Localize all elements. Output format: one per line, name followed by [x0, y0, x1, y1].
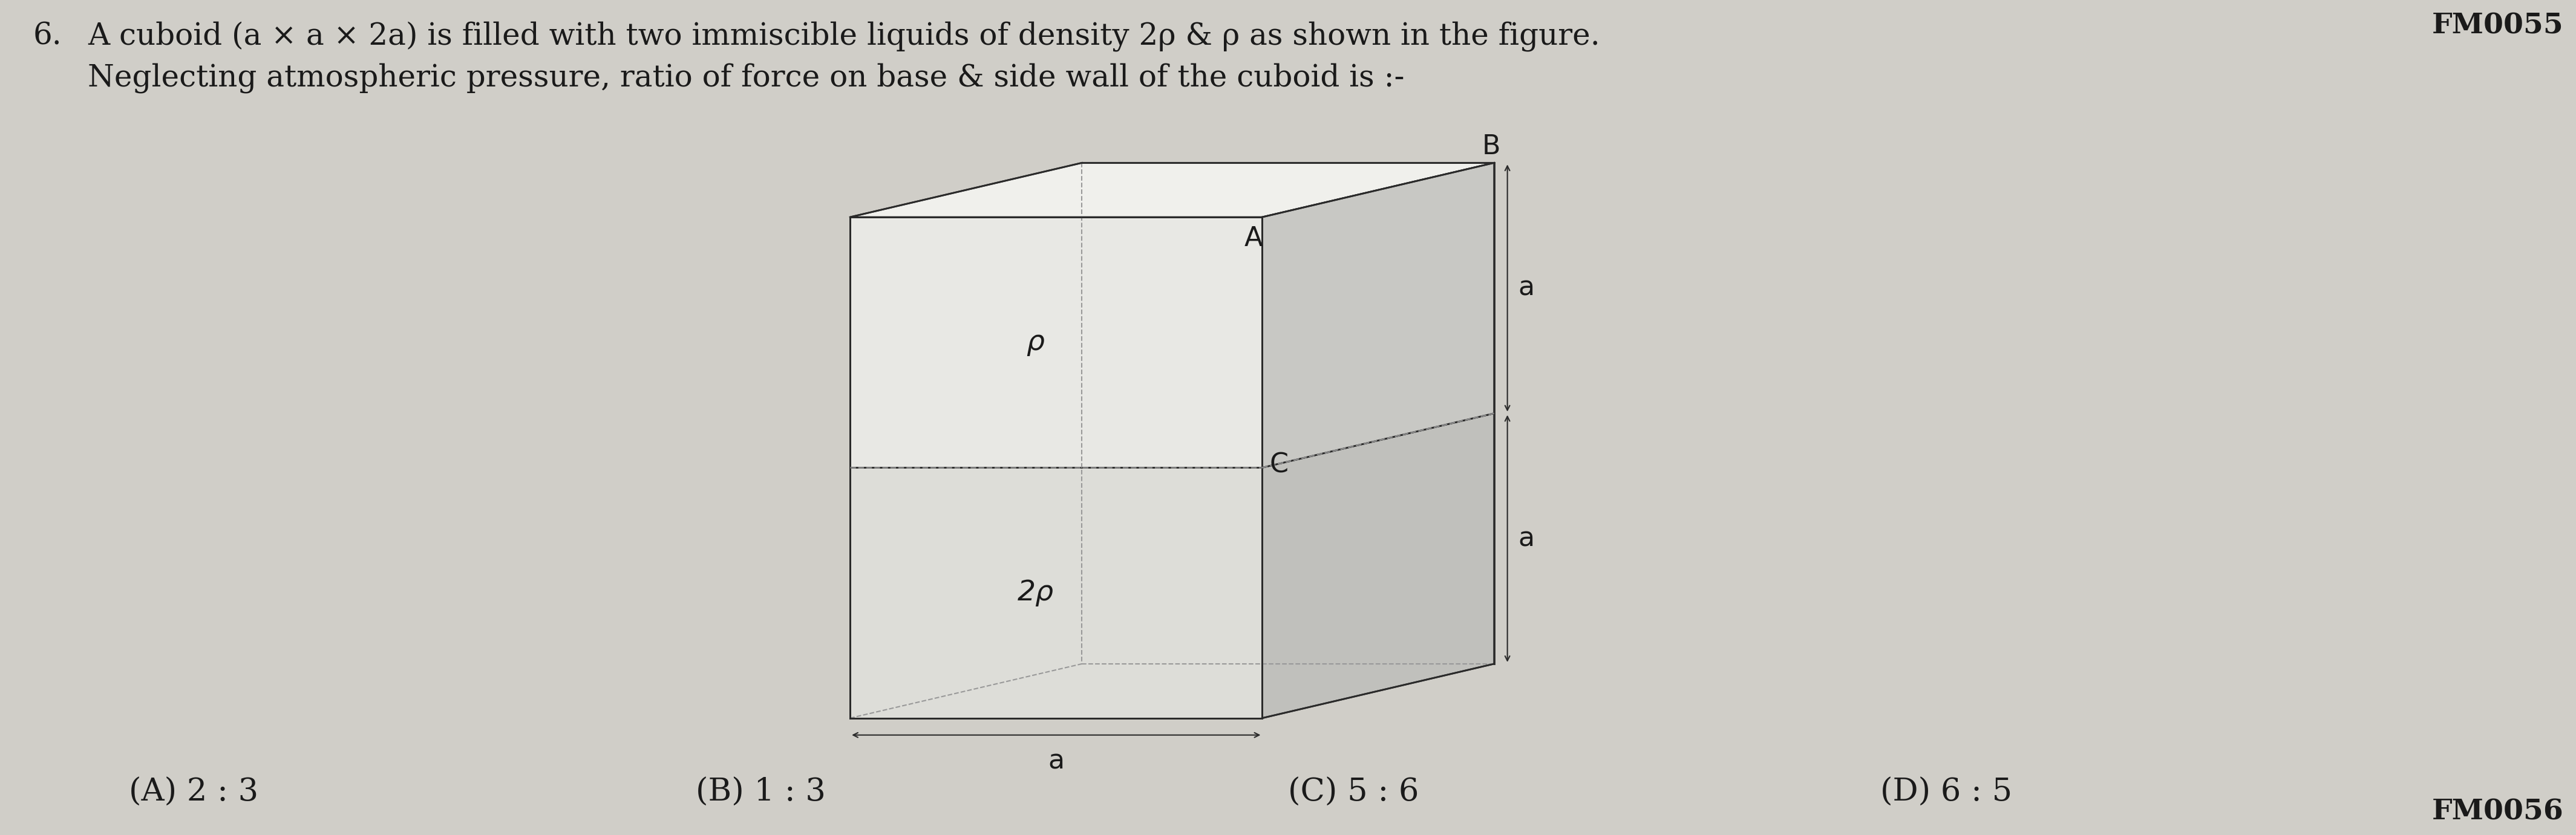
- Text: C: C: [1270, 453, 1288, 478]
- Text: a: a: [1517, 275, 1535, 301]
- Polygon shape: [850, 217, 1262, 468]
- Text: A cuboid (a × a × 2a) is filled with two immiscible liquids of density 2ρ & ρ as: A cuboid (a × a × 2a) is filled with two…: [88, 21, 1600, 94]
- Text: 2ρ: 2ρ: [1018, 579, 1054, 606]
- Text: (C) 5 : 6: (C) 5 : 6: [1288, 777, 1419, 807]
- Text: FM0055: FM0055: [2432, 12, 2563, 40]
- Text: ρ: ρ: [1025, 329, 1046, 356]
- Polygon shape: [850, 163, 1494, 217]
- Polygon shape: [1262, 163, 1494, 468]
- Text: a: a: [1517, 525, 1535, 552]
- Text: 6.: 6.: [33, 21, 62, 51]
- Text: FM0056: FM0056: [2432, 798, 2563, 826]
- Text: (B) 1 : 3: (B) 1 : 3: [696, 777, 824, 807]
- Text: (D) 6 : 5: (D) 6 : 5: [1880, 777, 2012, 807]
- Text: (A) 2 : 3: (A) 2 : 3: [129, 777, 258, 807]
- Polygon shape: [850, 468, 1262, 718]
- Text: B: B: [1481, 134, 1499, 159]
- Text: a: a: [1048, 748, 1064, 774]
- Text: A: A: [1244, 225, 1262, 251]
- Polygon shape: [1262, 413, 1494, 718]
